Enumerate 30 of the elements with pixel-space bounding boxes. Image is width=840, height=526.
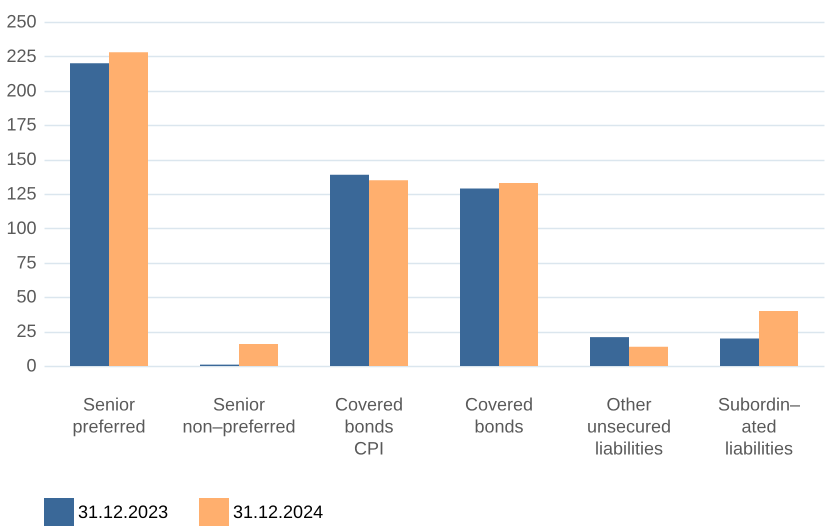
bar [720, 338, 759, 366]
bar [629, 346, 668, 366]
y-tick-label: 225 [6, 46, 36, 66]
y-tick-label: 0 [26, 356, 36, 376]
y-tick-label: 150 [6, 149, 36, 170]
y-tick-label: 25 [16, 321, 36, 342]
x-tick-label: Covered bonds CPI [334, 394, 404, 458]
x-tick-label: Senior non–preferred [182, 394, 296, 436]
bar [330, 174, 369, 366]
y-tick-label: 175 [6, 114, 36, 135]
bar [369, 180, 408, 366]
x-tick-label: Senior preferred [72, 394, 146, 436]
y-tick-label: 200 [6, 80, 36, 100]
bar [109, 52, 148, 366]
y-tick-label: 100 [6, 218, 36, 238]
y-tick-label: 75 [16, 252, 36, 272]
y-tick-label: 250 [6, 12, 36, 32]
bar [70, 63, 109, 366]
y-tick-label: 125 [6, 184, 36, 204]
legend-label: 31.12.2024 [233, 502, 324, 522]
bar [590, 337, 629, 366]
x-tick-label: Covered bonds [464, 394, 534, 436]
legend-label: 31.12.2023 [78, 502, 168, 522]
bar [759, 310, 798, 366]
y-tick-label: 50 [16, 286, 36, 307]
bar [460, 188, 499, 366]
x-tick-label: Other unsecured liabilities [586, 394, 672, 458]
bar [239, 344, 278, 366]
x-tick-label: Subordin– ated liabilities [718, 394, 800, 458]
bar [499, 182, 538, 366]
